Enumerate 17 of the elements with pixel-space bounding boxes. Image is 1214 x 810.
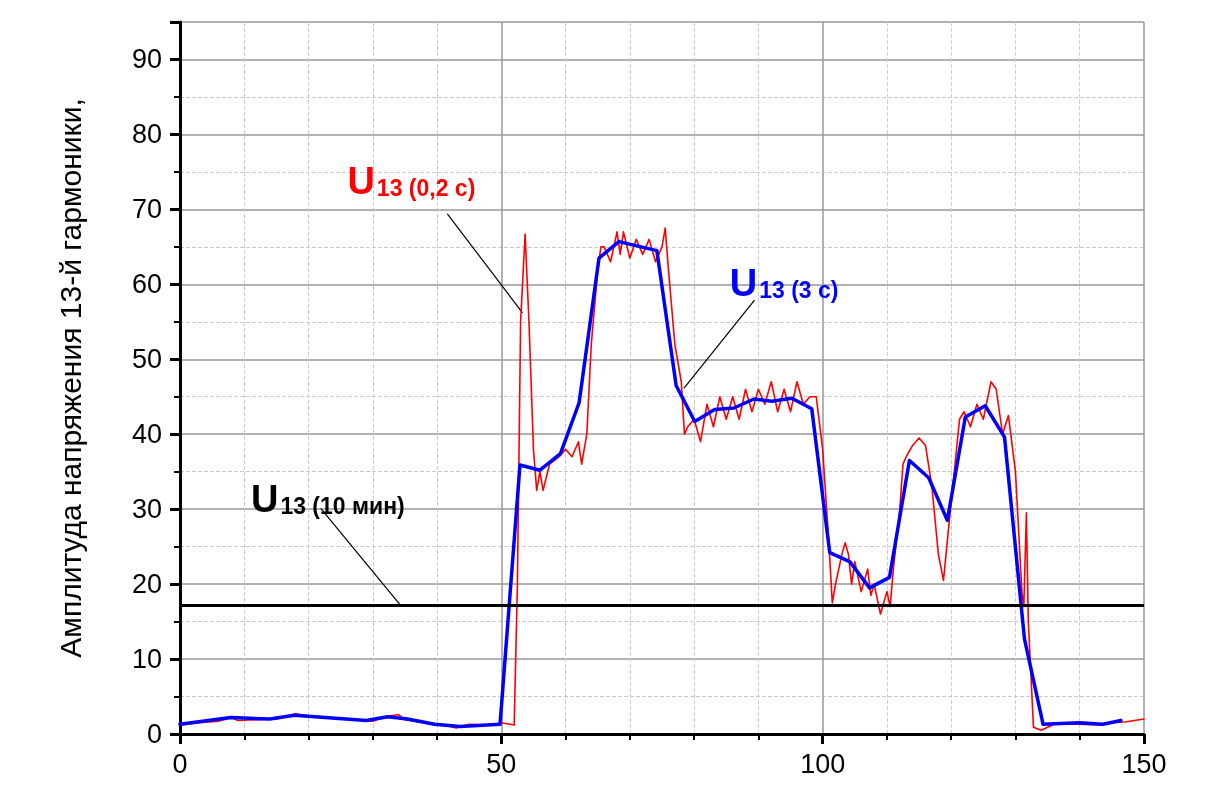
y-tick-label: 40 (131, 419, 162, 450)
series-label: U13 (3 с) (729, 261, 839, 304)
x-tick-label: 50 (486, 748, 517, 779)
y-tick-label: 80 (131, 119, 162, 150)
y-axis-title: Амплитуда напряжения 13-й гармоники, (53, 98, 87, 658)
y-tick-label: 0 (146, 719, 162, 749)
y-tick-label: 30 (131, 494, 162, 525)
x-tick-label: 100 (800, 748, 846, 779)
x-tick-label: 150 (1121, 748, 1167, 779)
y-tick-label: 90 (131, 44, 162, 75)
y-tick-label: 70 (131, 194, 162, 225)
y-tick-label: 50 (131, 344, 162, 375)
x-tick-label: 0 (172, 748, 188, 779)
y-tick-label: 20 (131, 569, 162, 600)
series-label: U13 (0,2 с) (347, 159, 476, 202)
y-tick-label: 10 (131, 644, 162, 675)
y-tick-label: 60 (131, 269, 162, 300)
